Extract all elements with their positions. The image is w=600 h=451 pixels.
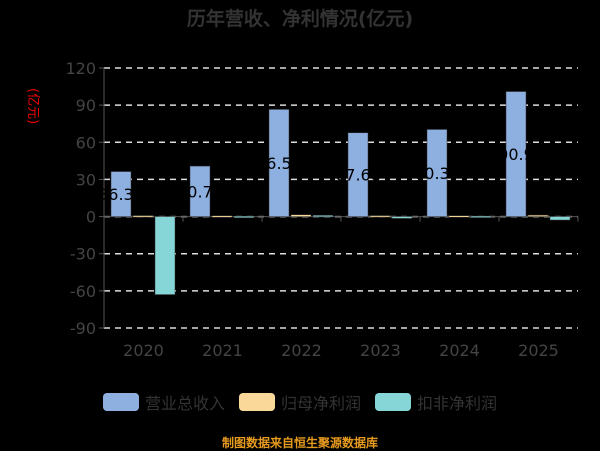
y-tick-label: 120 bbox=[65, 59, 96, 78]
chart-title: 历年营收、净利情况(亿元) bbox=[186, 8, 414, 30]
legend-item-revenue[interactable]: 营业总收入 bbox=[102, 390, 225, 414]
y-tick-label: -60 bbox=[70, 282, 96, 301]
y-tick-label: 90 bbox=[76, 96, 96, 115]
y-tick-label: -90 bbox=[70, 319, 96, 338]
x-tick-label: 2024 bbox=[439, 341, 480, 360]
x-tick-label: 2021 bbox=[202, 341, 243, 360]
bar-2 bbox=[391, 216, 413, 219]
legend-swatch bbox=[102, 393, 139, 411]
legend: 营业总收入 归母净利润 扣非净利润 bbox=[0, 390, 600, 414]
bar-1 bbox=[448, 215, 470, 218]
x-tick-label: 2020 bbox=[123, 341, 164, 360]
bar-0 bbox=[268, 109, 290, 217]
y-tick-label: 0 bbox=[86, 208, 96, 227]
data-label: 86.54 bbox=[256, 154, 302, 173]
bar-2 bbox=[233, 215, 255, 218]
data-label: 36.37 bbox=[98, 185, 144, 204]
legend-swatch bbox=[238, 393, 275, 411]
bar-2 bbox=[154, 216, 176, 295]
bar-1 bbox=[132, 215, 154, 218]
x-tick-label: 2022 bbox=[281, 341, 322, 360]
bar-0 bbox=[505, 91, 527, 217]
bar-2 bbox=[312, 215, 334, 218]
bar-1 bbox=[527, 214, 549, 217]
data-label: 67.68 bbox=[335, 166, 381, 185]
legend-label: 扣非净利润 bbox=[417, 394, 498, 413]
x-tick-label: 2025 bbox=[518, 341, 559, 360]
bar-1 bbox=[290, 214, 312, 217]
bar-2 bbox=[549, 216, 571, 221]
data-label: 70.35 bbox=[414, 164, 460, 183]
x-tick-label: 2023 bbox=[360, 341, 401, 360]
bar-2 bbox=[470, 215, 492, 218]
y-tick-label: 30 bbox=[76, 170, 96, 189]
legend-item-deducted-profit[interactable]: 扣非净利润 bbox=[375, 390, 497, 414]
legend-label: 归母净利润 bbox=[280, 394, 361, 413]
bar-1 bbox=[211, 215, 233, 218]
legend-label: 营业总收入 bbox=[144, 394, 225, 413]
y-tick-label: -30 bbox=[70, 245, 96, 264]
bar-0 bbox=[189, 165, 211, 217]
legend-swatch bbox=[375, 393, 411, 411]
y-tick-label: 60 bbox=[76, 133, 96, 152]
bar-0 bbox=[110, 171, 132, 217]
bar-0 bbox=[426, 129, 448, 217]
footer-source: 制图数据来自恒生聚源数据库 bbox=[221, 436, 378, 450]
bar-1 bbox=[369, 215, 391, 218]
data-label: 40.77 bbox=[177, 182, 223, 201]
bar-0 bbox=[347, 132, 369, 217]
legend-item-net-profit[interactable]: 归母净利润 bbox=[238, 390, 361, 414]
data-label: 100.99 bbox=[488, 145, 544, 164]
